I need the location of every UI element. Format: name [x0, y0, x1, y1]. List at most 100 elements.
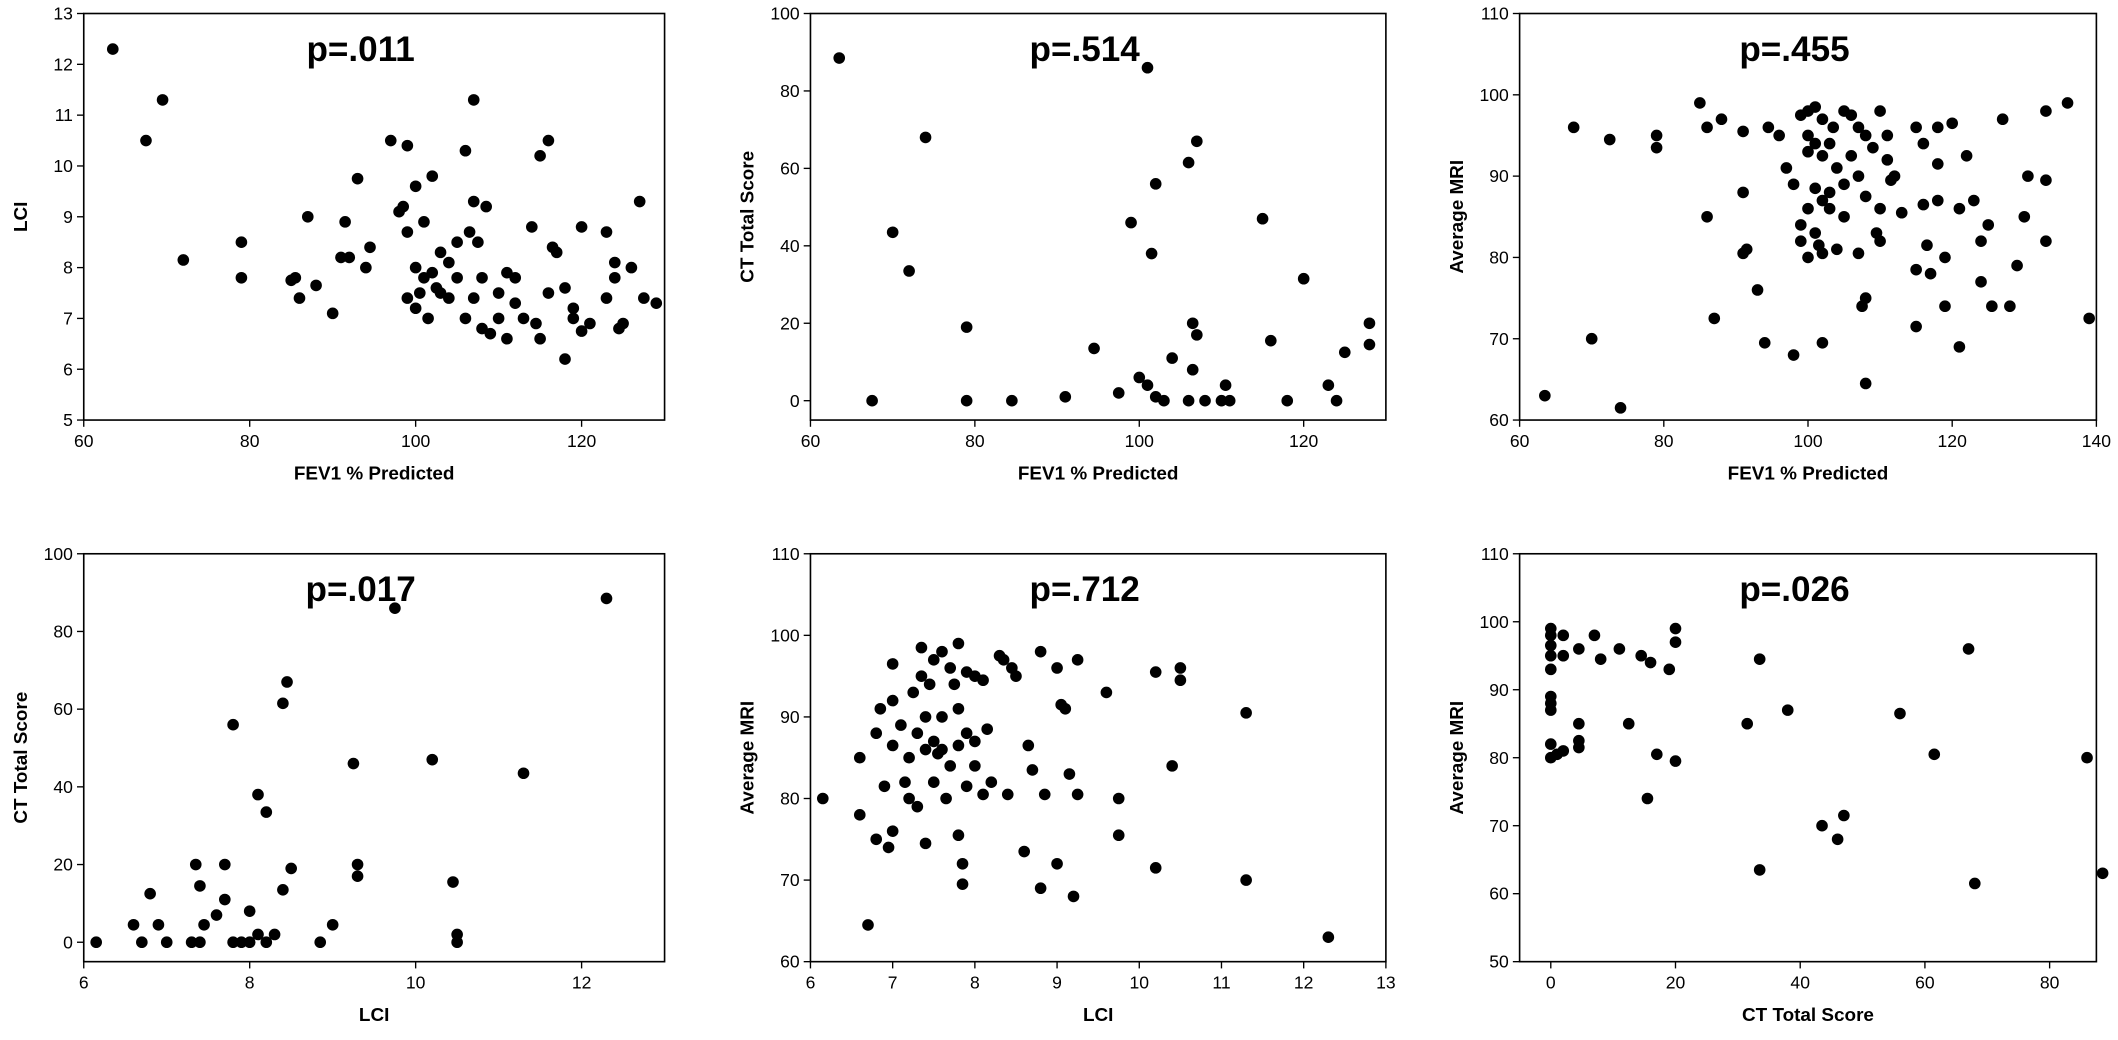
point — [1708, 312, 1721, 325]
y-tick-label: 70 — [1489, 816, 1509, 836]
point — [981, 723, 994, 735]
point — [447, 876, 459, 888]
point — [886, 739, 899, 752]
point — [443, 292, 455, 304]
point — [1827, 121, 1840, 134]
panel: 6 8 10 12 0 20 40 60 80 100 p=.017 LCI CT Total Scor… — [11, 544, 666, 1026]
point — [1982, 219, 1995, 231]
point — [1816, 337, 1829, 349]
point — [1802, 145, 1814, 158]
point — [1112, 829, 1125, 842]
point — [1544, 649, 1557, 662]
point — [1823, 137, 1836, 150]
point — [492, 287, 505, 299]
point — [1773, 129, 1785, 142]
point — [418, 216, 430, 228]
point — [853, 751, 866, 764]
point — [409, 261, 422, 274]
point — [2022, 170, 2034, 182]
point — [451, 271, 463, 284]
point — [1133, 371, 1146, 384]
y-tick-label: 60 — [1489, 410, 1509, 430]
point — [862, 919, 874, 931]
y-tick-label: 13 — [53, 4, 73, 24]
point — [1174, 674, 1187, 687]
point — [542, 134, 555, 147]
point — [1751, 284, 1764, 296]
point — [1838, 178, 1850, 191]
point — [1758, 337, 1771, 349]
point — [600, 592, 613, 605]
x-tick-label: 120 — [567, 431, 597, 451]
point — [451, 236, 463, 248]
point — [1141, 61, 1154, 74]
point — [1924, 267, 1937, 280]
point — [1145, 247, 1158, 260]
point — [944, 760, 957, 772]
y-axis-label: Average MRI — [738, 701, 759, 815]
plot-frame — [809, 552, 1387, 963]
point — [1219, 379, 1232, 392]
x-tick-label: 13 — [1376, 973, 1396, 993]
point — [1539, 389, 1551, 402]
point — [1874, 105, 1886, 117]
point — [886, 694, 899, 707]
y-tick-label: 80 — [780, 81, 800, 101]
point — [492, 312, 505, 325]
point — [289, 271, 302, 284]
point — [575, 325, 588, 337]
point — [1816, 113, 1829, 126]
point — [1281, 394, 1294, 407]
point — [156, 94, 169, 106]
panel: 6 7 8 9 10 11 12 13 60 70 80 90 100 110 p=.712 LCI Avera… — [738, 544, 1396, 1026]
point — [1215, 394, 1228, 407]
y-axis-label: Average MRI — [1447, 160, 1468, 274]
point — [484, 327, 497, 340]
x-tick-label: 6 — [79, 973, 89, 993]
point — [997, 654, 1010, 666]
point — [1910, 263, 1922, 276]
x-tick-label: 80 — [240, 431, 260, 451]
point — [907, 686, 920, 699]
point — [227, 936, 239, 949]
point — [1191, 329, 1203, 341]
point — [1931, 194, 1944, 207]
point — [915, 670, 928, 682]
point — [2083, 312, 2095, 325]
point — [106, 43, 119, 55]
point — [1635, 649, 1648, 662]
point — [1010, 670, 1022, 682]
point — [1859, 190, 1872, 203]
x-tick-label: 6 — [806, 973, 816, 993]
point — [1859, 377, 1872, 390]
point — [1816, 194, 1829, 207]
point — [1852, 121, 1865, 134]
point — [351, 172, 364, 185]
point — [1816, 247, 1829, 260]
point — [1071, 654, 1084, 666]
point — [293, 292, 306, 304]
point — [886, 226, 899, 239]
point — [90, 936, 103, 949]
point — [886, 658, 899, 670]
x-tick-label: 8 — [245, 973, 255, 993]
point — [459, 144, 472, 157]
point — [360, 261, 372, 274]
point — [936, 743, 948, 756]
point — [1186, 317, 1199, 330]
y-tick-label: 80 — [1489, 748, 1509, 768]
point — [853, 809, 866, 821]
point — [463, 226, 476, 238]
point — [476, 322, 488, 335]
point — [401, 292, 414, 304]
point — [1112, 387, 1125, 399]
x-tick-label: 0 — [1546, 973, 1556, 993]
y-tick-label: 20 — [53, 855, 73, 875]
point — [911, 727, 924, 740]
point — [1557, 745, 1570, 757]
point — [501, 332, 513, 345]
point — [401, 139, 414, 152]
point — [1544, 629, 1557, 642]
point — [882, 841, 895, 854]
